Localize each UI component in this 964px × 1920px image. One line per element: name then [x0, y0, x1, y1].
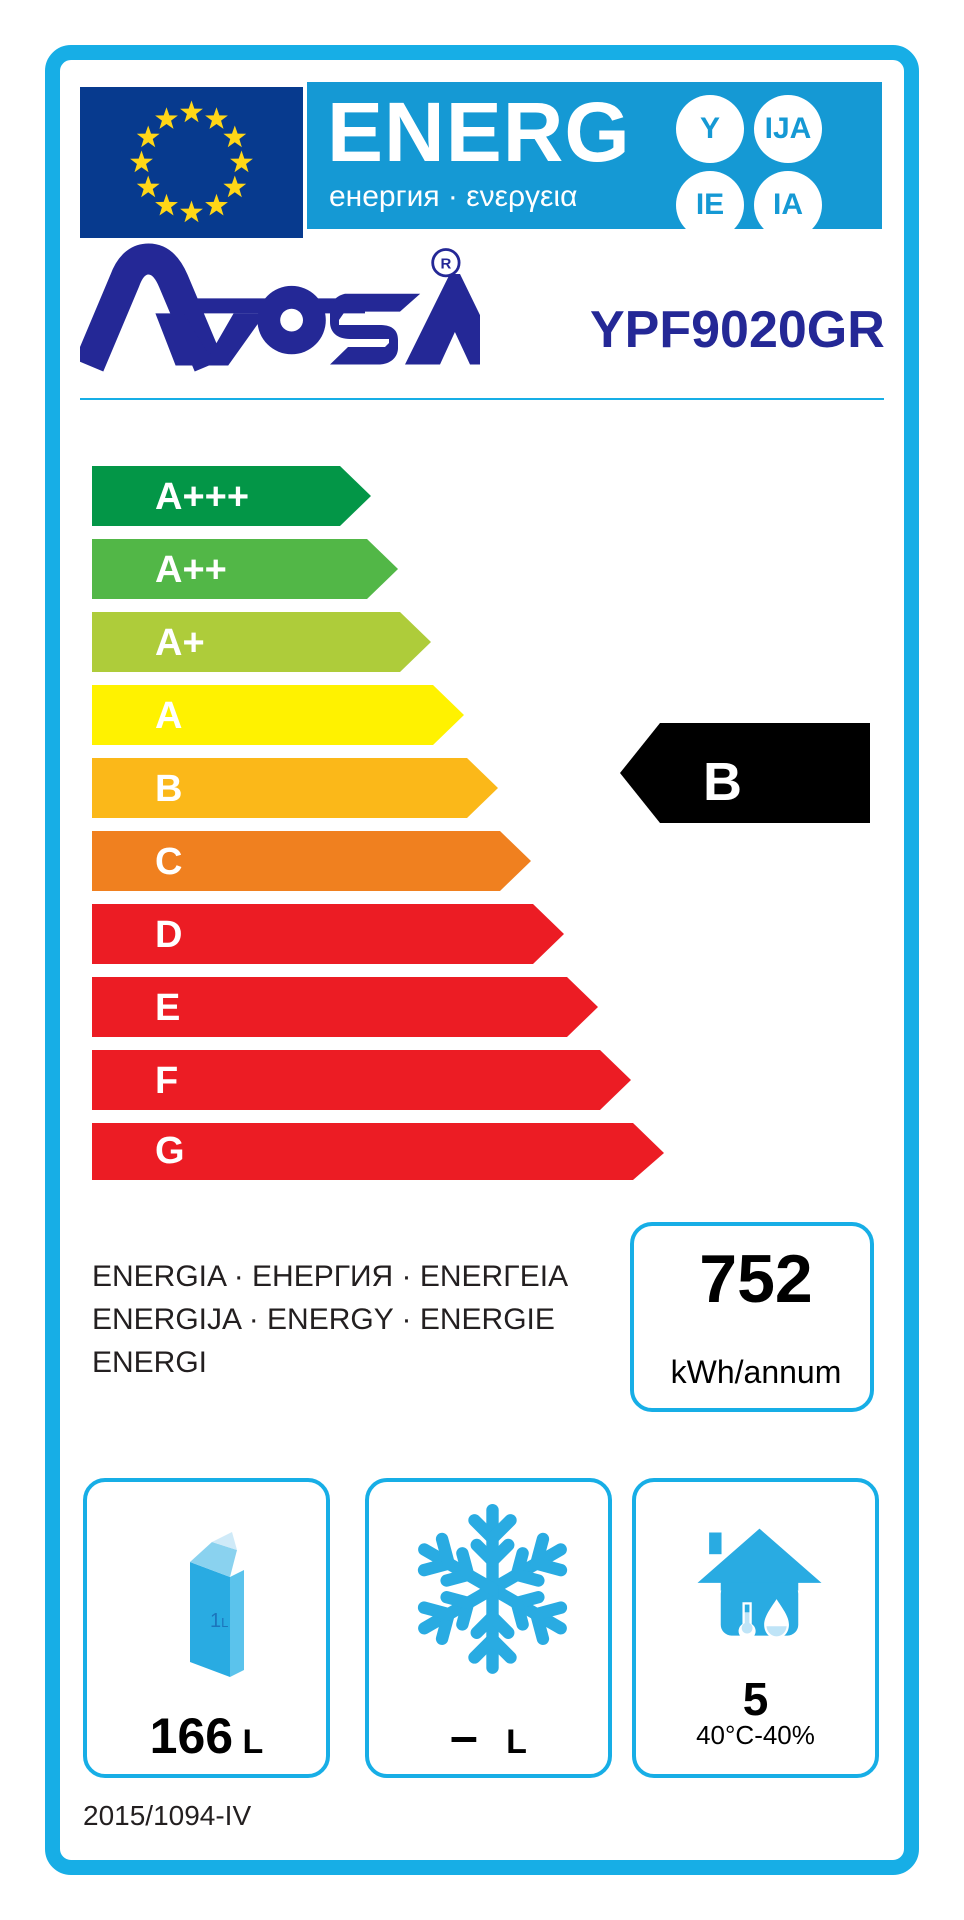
svg-text:B: B — [155, 768, 182, 810]
svg-text:B: B — [703, 752, 742, 812]
svg-text:A+++: A+++ — [155, 476, 249, 518]
svg-text:E: E — [155, 987, 180, 1029]
svg-text:F: F — [155, 1060, 178, 1102]
svg-text:C: C — [155, 841, 182, 883]
svg-text:A++: A++ — [155, 549, 227, 591]
svg-text:G: G — [155, 1130, 185, 1172]
svg-text:A: A — [155, 695, 182, 737]
svg-text:A+: A+ — [155, 622, 205, 664]
svg-text:D: D — [155, 914, 182, 956]
